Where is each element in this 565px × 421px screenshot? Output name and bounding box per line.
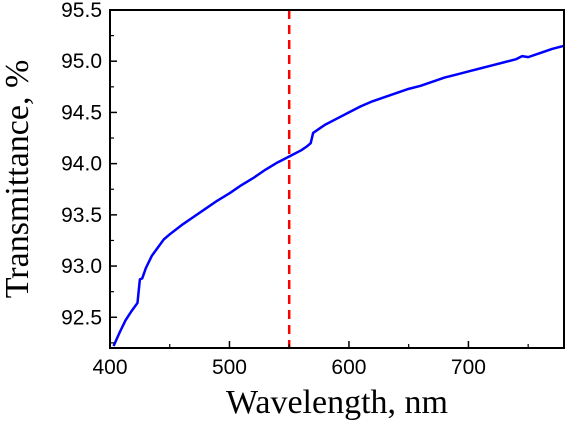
plot-area <box>112 10 565 348</box>
y-tick-label: 94.5 <box>61 101 102 124</box>
x-tick-label: 700 <box>451 356 486 379</box>
y-tick-label: 95.5 <box>61 0 102 22</box>
x-tick-label: 500 <box>212 356 247 379</box>
y-tick-label: 93.0 <box>61 255 102 278</box>
x-axis-ticks: 400 500 600 700 <box>92 341 529 379</box>
y-axis-label: Transmittance, % <box>0 60 36 299</box>
y-tick-label: 92.5 <box>61 306 102 329</box>
y-tick-label: 94.0 <box>61 153 102 176</box>
x-axis-label: Wavelength, nm <box>226 384 448 421</box>
x-tick-label: 400 <box>92 356 127 379</box>
y-tick-label: 93.5 <box>61 204 102 227</box>
series-line-0 <box>112 44 565 347</box>
x-tick-label: 600 <box>331 356 366 379</box>
y-axis-ticks: 92.5 93.0 93.5 94.0 94.5 95.0 95.5 <box>61 0 117 344</box>
y-tick-label: 95.0 <box>61 50 102 73</box>
plot-frame <box>109 9 565 349</box>
